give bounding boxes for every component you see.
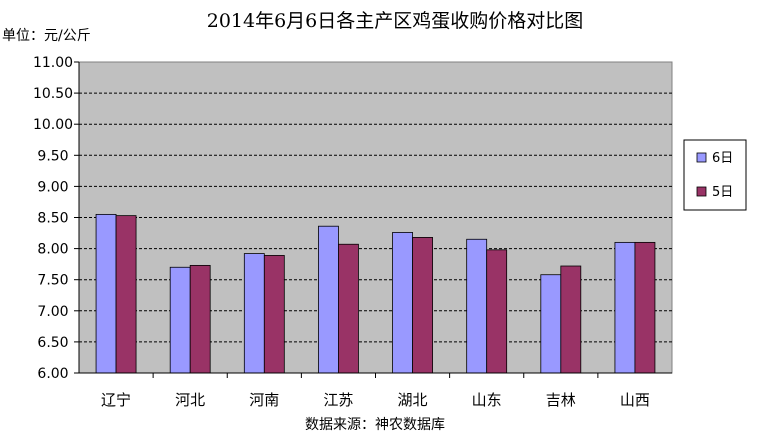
bar-6日-河南 — [243, 253, 265, 374]
y-tick-label: 7.00 — [37, 304, 68, 320]
y-tick-label: 10.00 — [33, 117, 73, 133]
x-tick-label: 辽宁 — [101, 391, 131, 409]
y-tick-label: 6.00 — [37, 366, 68, 382]
y-tick-label: 9.00 — [37, 179, 68, 195]
bar-6日-辽宁 — [95, 213, 117, 374]
y-tick-label: 11.00 — [33, 55, 73, 71]
unit-label: 单位：元/公斤 — [2, 28, 91, 44]
bar-6日-河北 — [169, 266, 191, 374]
legend: 6日 5日 — [683, 139, 747, 211]
chart-title: 2014年6月6日各主产区鸡蛋收购价格对比图 — [207, 10, 584, 32]
bar-5日-山东 — [486, 249, 508, 374]
x-tick-label: 山西 — [620, 391, 650, 409]
x-tick-label: 吉林 — [546, 391, 576, 409]
x-tick-label: 湖北 — [398, 391, 428, 409]
bar-5日-吉林 — [560, 265, 582, 374]
y-tick-label: 7.50 — [37, 273, 68, 289]
x-tick-label: 江苏 — [323, 391, 353, 409]
bar-5日-辽宁 — [115, 215, 137, 374]
bars — [95, 213, 656, 374]
bar-6日-山东 — [466, 238, 488, 374]
bar-5日-河南 — [263, 255, 285, 374]
bar-5日-江苏 — [338, 243, 359, 374]
y-tick-label: 8.50 — [37, 211, 68, 227]
source-note: 数据来源：神农数据库 — [305, 417, 445, 433]
x-tick-label: 河南 — [249, 391, 279, 409]
y-tick-label: 9.50 — [37, 148, 68, 164]
legend-label-5: 5日 — [712, 185, 733, 200]
bar-6日-山西 — [614, 241, 636, 374]
bar-6日-吉林 — [540, 274, 562, 374]
bar-5日-山西 — [634, 241, 656, 374]
x-tick-label: 河北 — [175, 391, 205, 409]
gridlines — [79, 92, 672, 343]
y-tick-label: 6.50 — [37, 335, 68, 351]
y-tick-label: 8.00 — [37, 242, 68, 258]
y-tick-label: 10.50 — [33, 86, 73, 102]
bar-6日-江苏 — [318, 225, 339, 374]
legend-swatch-5 — [696, 186, 707, 197]
bar-6日-湖北 — [392, 232, 413, 374]
x-axis-labels: 辽宁 河北 河南 江苏 湖北 山东 吉林 山西 — [101, 373, 650, 409]
legend-label-6: 6日 — [712, 151, 733, 166]
legend-box — [683, 139, 747, 211]
bar-5日-湖北 — [412, 237, 433, 374]
y-axis-ticks: 6.00 6.50 7.00 7.50 8.00 8.50 9.00 9.50 10.00 10.… — [33, 55, 79, 382]
legend-swatch-6 — [696, 152, 707, 163]
bar-5日-河北 — [189, 264, 211, 374]
x-tick-label: 山东 — [472, 391, 502, 409]
